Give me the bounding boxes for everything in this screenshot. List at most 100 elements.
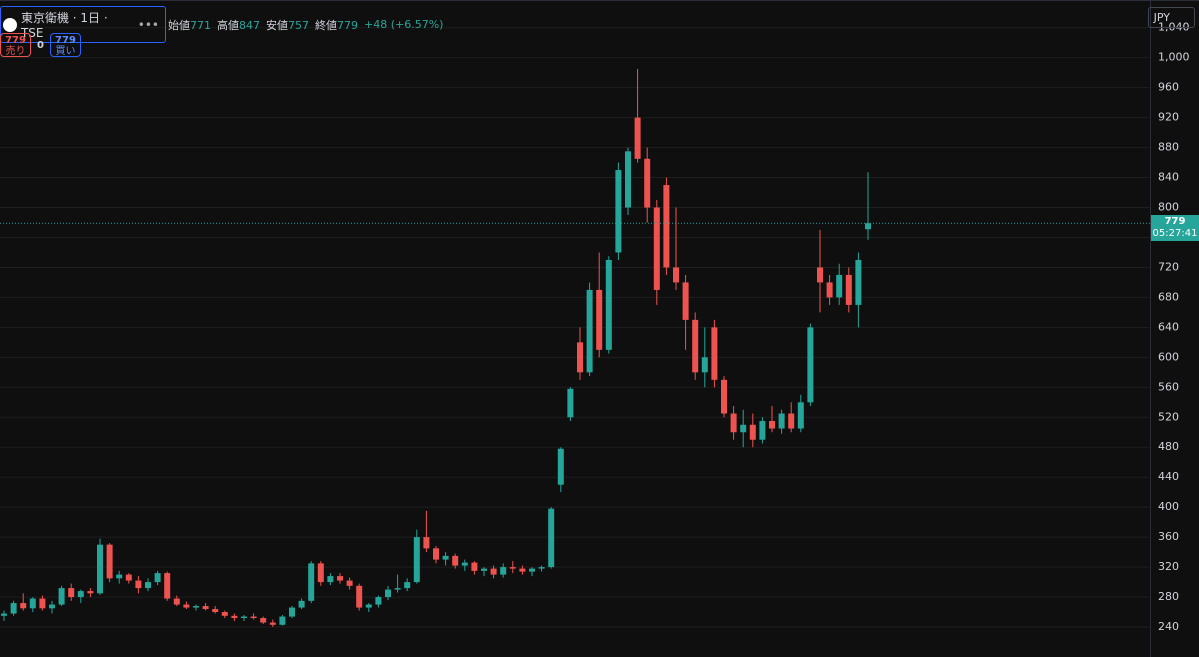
candle-body — [817, 267, 823, 283]
buy-button[interactable]: 779 買い — [49, 33, 81, 57]
candle-body — [279, 616, 286, 625]
candle-body — [260, 618, 267, 623]
y-tick-label: 400 — [1158, 500, 1179, 513]
candle-body — [663, 185, 670, 268]
candle-body — [308, 563, 315, 601]
candle-body — [10, 603, 17, 614]
y-tick-label: 800 — [1158, 201, 1179, 214]
candle-body — [634, 117, 641, 159]
y-tick-label: 720 — [1158, 260, 1179, 273]
symbol-box[interactable]: 東京衛機 · 1日 · TSE ••• — [0, 6, 166, 43]
sell-button[interactable]: 779 売り — [0, 33, 31, 57]
spread: 0 — [37, 39, 44, 51]
candle-body — [567, 388, 574, 418]
change: +48 (+6.57%) — [364, 18, 444, 31]
candle-body — [394, 588, 401, 590]
candle-body — [519, 568, 526, 572]
legend: 東京衛機 · 1日 · TSE ••• 始値771 高値847 安値757 終値779… — [0, 6, 443, 43]
y-tick-label: 600 — [1158, 350, 1179, 363]
candle-body — [711, 327, 718, 380]
candle-body — [327, 576, 334, 583]
candle-body — [557, 448, 564, 485]
candle-body — [49, 604, 55, 609]
candle-body — [461, 562, 468, 566]
candle-body — [797, 402, 804, 429]
candle-body — [193, 606, 199, 608]
candle-body — [1, 613, 7, 616]
candle-body — [68, 588, 75, 598]
candle-body — [346, 580, 353, 586]
candle-body — [77, 591, 84, 598]
candle-body — [97, 544, 103, 594]
candle-body — [625, 151, 631, 208]
candle-body — [29, 598, 36, 609]
currency-select[interactable]: JPY — [1147, 7, 1195, 28]
candle-body — [39, 598, 46, 609]
symbol: 東京衛機 · 1日 · TSE — [20, 11, 108, 40]
y-tick-label: 1,000 — [1158, 51, 1190, 64]
candle-body — [413, 537, 420, 583]
ohlc-value: 757 — [288, 18, 309, 32]
ohlc: 始値771 高値847 安値757 終値779 — [168, 17, 364, 33]
y-tick-label: 640 — [1158, 320, 1179, 333]
candle-body — [701, 357, 708, 373]
candle-body — [538, 567, 545, 569]
y-tick-label: 280 — [1158, 590, 1179, 603]
ohlc-label: 安値 — [266, 18, 288, 32]
sell-label: 売り — [5, 46, 26, 57]
symbol-logo — [3, 17, 17, 32]
candle-body — [183, 604, 190, 608]
more-icon[interactable]: ••• — [137, 17, 159, 32]
candle-body — [596, 289, 603, 350]
candle-body — [721, 379, 727, 414]
candle-body — [20, 603, 27, 609]
candle-body — [749, 424, 756, 440]
candle-body — [605, 259, 612, 350]
sell-price: 779 — [5, 35, 26, 46]
candle-body — [673, 267, 679, 283]
candle-body — [298, 600, 305, 608]
candle-body — [241, 616, 247, 619]
y-tick-label: 960 — [1158, 81, 1179, 94]
candle-body — [855, 259, 862, 305]
candle-body — [490, 568, 497, 575]
y-tick-label: 880 — [1158, 141, 1179, 154]
candle-body — [586, 289, 593, 373]
candle-body — [577, 342, 583, 373]
candle-body — [644, 158, 651, 208]
ohlc-value: 847 — [239, 18, 260, 32]
candle-body — [106, 544, 113, 579]
candle-body — [385, 589, 391, 598]
candle-body — [788, 413, 795, 429]
candle-body — [471, 562, 478, 571]
candle-body — [356, 585, 363, 608]
candle-body — [404, 582, 411, 589]
candle-body — [433, 548, 439, 560]
ohlc-label: 始値 — [168, 18, 190, 32]
ohlc-value: 779 — [337, 18, 358, 32]
candle-body — [250, 616, 257, 619]
candle-body — [87, 591, 94, 594]
candle-body — [202, 606, 209, 610]
candle-body — [221, 612, 228, 616]
candle-body — [289, 607, 295, 617]
candle-body — [615, 170, 622, 253]
candle-body — [481, 568, 487, 571]
candle-body — [58, 588, 65, 605]
candle-body — [865, 223, 871, 230]
candle-body — [452, 555, 459, 566]
candle-body — [116, 574, 123, 579]
price-label: 779 05:27:41 — [1151, 215, 1199, 242]
candle-body — [423, 537, 430, 549]
candle-body — [682, 282, 689, 320]
candle-body — [769, 421, 775, 429]
ohlc-label: 終値 — [315, 18, 337, 32]
candle-body — [730, 413, 737, 433]
candle-body — [164, 573, 171, 599]
candle-body — [375, 597, 382, 605]
y-tick-label: 320 — [1158, 560, 1179, 573]
y-tick-label: 240 — [1158, 620, 1179, 633]
candle-body — [778, 413, 785, 429]
